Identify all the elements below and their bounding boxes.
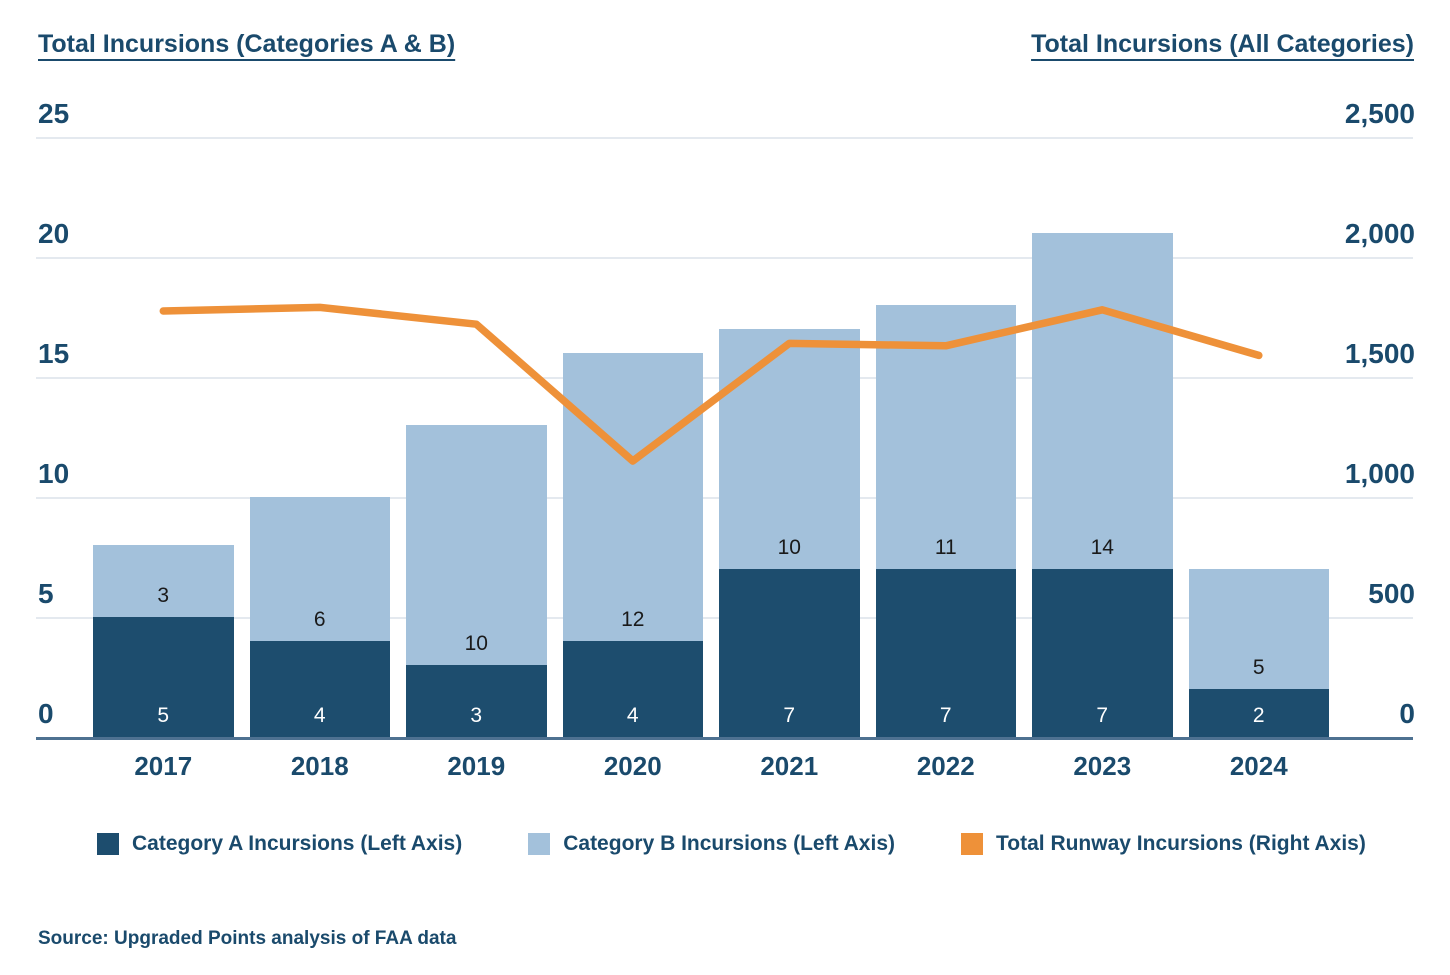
x-axis-line bbox=[36, 737, 1413, 740]
bar-2024-category-a-segment: 2 bbox=[1188, 689, 1329, 737]
source-note: Source: Upgraded Points analysis of FAA … bbox=[38, 928, 457, 949]
bar-2020-category-a-segment: 4 bbox=[562, 641, 703, 737]
bar-slot-2022: 11 7 bbox=[868, 137, 1025, 737]
bar-slot-2020: 12 4 bbox=[555, 137, 712, 737]
y-axis-right-tick-label: 1,000 bbox=[1344, 458, 1415, 489]
bar-slot-2021: 10 7 bbox=[711, 137, 868, 737]
y-axis-right-tick-label: 2,000 bbox=[1344, 218, 1415, 249]
bar-2020: 12 4 bbox=[562, 353, 703, 737]
bar-2017-category-b-segment: 3 bbox=[93, 545, 234, 617]
bar-value-label: 5 bbox=[1252, 656, 1265, 679]
bar-value-label: 14 bbox=[1090, 536, 1114, 559]
bar-value-label: 7 bbox=[1096, 704, 1109, 727]
bar-2020-category-b-segment: 12 bbox=[562, 353, 703, 641]
bar-2019-category-a-segment: 3 bbox=[406, 665, 547, 737]
bar-2019-category-b-segment: 10 bbox=[406, 425, 547, 665]
left-axis-title: Total Incursions (Categories A & B) bbox=[38, 30, 456, 58]
y-axis-left-tick-label: 5 bbox=[38, 578, 54, 609]
bar-value-label: 10 bbox=[777, 536, 801, 559]
x-axis-label-2024: 2024 bbox=[1229, 751, 1288, 781]
bar-2021-category-a-segment: 7 bbox=[719, 569, 860, 737]
x-axis-label-2023: 2023 bbox=[1073, 751, 1132, 781]
bar-value-label: 3 bbox=[157, 584, 170, 607]
bar-value-label: 2 bbox=[1252, 704, 1265, 727]
y-axis-left-tick-label: 20 bbox=[38, 218, 70, 249]
y-axis-right-tick-label: 500 bbox=[1368, 578, 1415, 609]
bar-2022-category-a-segment: 7 bbox=[875, 569, 1016, 737]
bar-2018-category-b-segment: 6 bbox=[249, 497, 390, 641]
bar-2022-category-b-segment: 11 bbox=[875, 305, 1016, 569]
x-axis-label-2019: 2019 bbox=[447, 751, 506, 781]
bar-value-label: 7 bbox=[939, 704, 952, 727]
bar-value-label: 12 bbox=[621, 608, 645, 631]
bar-2022: 11 7 bbox=[875, 305, 1016, 737]
y-axis-left-tick-label: 25 bbox=[38, 98, 70, 129]
bar-value-label: 3 bbox=[470, 704, 483, 727]
x-axis-label-2021: 2021 bbox=[760, 751, 819, 781]
y-axis-left-tick-label: 10 bbox=[38, 458, 70, 489]
bar-value-label: 5 bbox=[157, 704, 170, 727]
legend-label: Category B Incursions (Left Axis) bbox=[563, 832, 895, 855]
legend-item: Category B Incursions (Left Axis) bbox=[528, 832, 895, 856]
y-axis-left-tick-label: 15 bbox=[38, 338, 70, 369]
legend-swatch bbox=[528, 833, 551, 855]
bar-2021: 10 7 bbox=[719, 329, 860, 737]
bar-2018-category-a-segment: 4 bbox=[249, 641, 390, 737]
y-axis-right-tick-label: 1,500 bbox=[1344, 338, 1415, 369]
bar-2023-category-a-segment: 7 bbox=[1032, 569, 1173, 737]
bar-value-label: 10 bbox=[464, 632, 488, 655]
x-axis-label-2022: 2022 bbox=[916, 751, 975, 781]
y-axis-right-tick-label: 2,500 bbox=[1344, 98, 1415, 129]
legend-item: Total Runway Incursions (Right Axis) bbox=[961, 832, 1366, 856]
bar-value-label: 7 bbox=[783, 704, 796, 727]
bar-2023-category-b-segment: 14 bbox=[1032, 233, 1173, 569]
bar-2024-category-b-segment: 5 bbox=[1188, 569, 1329, 689]
legend-label: Category A Incursions (Left Axis) bbox=[132, 832, 463, 855]
bar-2021-category-b-segment: 10 bbox=[719, 329, 860, 569]
legend-label: Total Runway Incursions (Right Axis) bbox=[996, 832, 1366, 855]
legend-swatch bbox=[961, 833, 983, 855]
y-axis-left-tick-label: 0 bbox=[38, 698, 54, 729]
x-axis-label-2018: 2018 bbox=[290, 751, 349, 781]
bar-slot-2023: 14 7 bbox=[1024, 137, 1181, 737]
grid-line bbox=[36, 137, 1413, 139]
y-axis-right-tick-label: 0 bbox=[1399, 698, 1415, 729]
bar-2019: 10 3 bbox=[406, 425, 547, 737]
bar-2023: 14 7 bbox=[1032, 233, 1173, 737]
right-axis-title: Total Incursions (All Categories) bbox=[1031, 30, 1414, 58]
bar-value-label: 4 bbox=[313, 704, 326, 727]
grid-line bbox=[36, 257, 1413, 259]
legend: Category A Incursions (Left Axis) Categor… bbox=[97, 832, 1366, 856]
x-axis-label-2020: 2020 bbox=[603, 751, 662, 781]
bar-slot-2019: 10 3 bbox=[398, 137, 555, 737]
bar-value-label: 6 bbox=[313, 608, 326, 631]
legend-item: Category A Incursions (Left Axis) bbox=[97, 832, 462, 856]
bar-value-label: 11 bbox=[934, 536, 957, 559]
bar-value-label: 4 bbox=[626, 704, 639, 727]
bar-2017-category-a-segment: 5 bbox=[93, 617, 234, 737]
bars-layer: 3 5 6 4 10 3 12 4 10 7 11 7 14 7 5 2 bbox=[85, 137, 1337, 737]
legend-swatch bbox=[97, 833, 119, 855]
x-axis-labels: 2017 2018 2019 2020 2021 2022 2023 2024 bbox=[85, 751, 1337, 782]
x-axis-label-2017: 2017 bbox=[134, 751, 193, 781]
